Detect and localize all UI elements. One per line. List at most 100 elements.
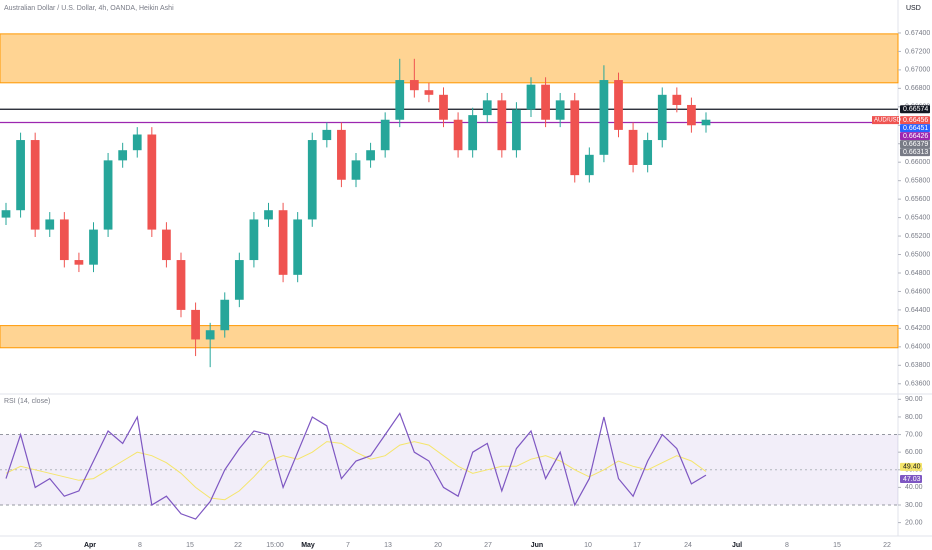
price-label-box: [900, 124, 930, 133]
candle-body: [30, 140, 40, 230]
x-tick-label: 17: [633, 542, 641, 549]
price-label: 0.66426: [903, 133, 928, 140]
candle-body: [687, 104, 696, 126]
rsi-value-label: 47.03: [903, 476, 921, 483]
candle-body: [103, 160, 113, 230]
candle-body: [584, 154, 594, 176]
x-tick-label: 7: [346, 542, 350, 549]
y-tick-label: 0.63600: [905, 381, 930, 388]
y-tick-label: 40.00: [905, 484, 923, 491]
candle-body: [307, 140, 317, 220]
price-label-box: [900, 140, 930, 149]
x-tick-label: 8: [138, 542, 142, 549]
candle-body: [278, 210, 288, 275]
candle-body: [322, 129, 332, 141]
candle-body: [512, 109, 521, 151]
candle-body: [424, 90, 434, 95]
candle-body: [249, 219, 259, 261]
candle-body: [701, 119, 711, 126]
y-tick-label: 0.67200: [905, 48, 930, 55]
y-tick-label: 0.64200: [905, 325, 930, 332]
currency[interactable]: USD: [906, 5, 921, 12]
y-tick-label: 0.64600: [905, 288, 930, 295]
y-tick-label: 0.66000: [905, 159, 930, 166]
y-tick-label: 0.65800: [905, 178, 930, 185]
candle-body: [380, 119, 390, 151]
candle-body: [439, 94, 448, 120]
candle-body: [366, 150, 375, 161]
candle-body: [205, 330, 215, 340]
symbol-label: AUD/USD: [874, 118, 902, 124]
candle-body: [220, 299, 230, 331]
candle-body: [89, 229, 98, 265]
x-tick-label: 25: [34, 542, 42, 549]
candle-body: [337, 129, 346, 180]
candle-body: [468, 115, 478, 151]
x-tick-label: 15:00: [266, 542, 284, 549]
y-tick-label: 0.64000: [905, 344, 930, 351]
y-tick-label: 60.00: [905, 449, 923, 456]
candle-body: [497, 100, 507, 151]
candle-body: [395, 80, 405, 120]
candle-body: [147, 134, 157, 230]
y-tick-label: 0.65400: [905, 214, 930, 221]
candle-body: [191, 309, 200, 340]
candle-body: [351, 160, 361, 180]
rsi-value-label: 49.40: [903, 464, 921, 471]
x-tick-label: 20: [434, 542, 442, 549]
x-tick-label: 15: [186, 542, 194, 549]
y-tick-label: 0.66800: [905, 85, 930, 92]
zone: [0, 33, 899, 84]
candle-body: [657, 94, 667, 141]
price-label-box: [900, 148, 930, 157]
symbol-label-box: [872, 116, 899, 125]
candle-body: [570, 100, 580, 176]
y-tick-label: 0.65000: [905, 251, 930, 258]
candle-body: [482, 100, 492, 116]
price-label: 0.66456: [903, 117, 928, 124]
y-tick-label: 0.63800: [905, 362, 930, 369]
chart-title: Australian Dollar / U.S. Dollar, 4h, OAN…: [4, 5, 174, 12]
price-label: 0.66379: [903, 141, 928, 148]
rsi-value-box: [900, 462, 922, 471]
y-tick-label: 90.00: [905, 396, 923, 403]
x-tick-label: 24: [684, 542, 692, 549]
y-tick-label: 30.00: [905, 502, 923, 509]
candle-body: [74, 260, 84, 265]
candle-body: [132, 134, 142, 151]
candle-body: [1, 210, 11, 218]
candle-body: [599, 80, 609, 155]
candle-body: [234, 260, 244, 300]
candle-body: [555, 100, 565, 120]
x-tick-label: 22: [883, 542, 891, 549]
y-tick-label: 70.00: [905, 431, 923, 438]
candle-body: [264, 210, 273, 220]
price-label-box: [900, 116, 930, 125]
y-tick-label: 0.65200: [905, 233, 930, 240]
candle-body: [45, 219, 55, 230]
price-label-box: [900, 132, 930, 141]
candle-body: [672, 94, 682, 105]
y-tick-label: 20.00: [905, 519, 923, 526]
y-tick-label: 0.67000: [905, 67, 930, 74]
price-label: 0.66574: [903, 106, 928, 113]
y-tick-label: 0.64800: [905, 270, 930, 277]
x-tick-label: 13: [384, 542, 392, 549]
candle-body: [614, 80, 623, 130]
x-tick-label: May: [301, 542, 315, 549]
candle-body: [409, 80, 419, 91]
x-tick-label: 27: [484, 542, 492, 549]
candle-body: [526, 84, 536, 110]
candle-body: [16, 140, 25, 211]
x-tick-label: Jul: [732, 542, 742, 549]
price-label: 0.66313: [903, 149, 928, 156]
candle-body: [643, 140, 653, 165]
y-tick-label: 0.65600: [905, 196, 930, 203]
price-label: 0.66451: [903, 125, 928, 132]
x-tick-label: 8: [785, 542, 789, 549]
candle-body: [59, 219, 69, 261]
y-tick-label: 80.00: [905, 414, 923, 421]
x-tick-label: Apr: [84, 542, 96, 549]
candle-body: [293, 219, 303, 275]
